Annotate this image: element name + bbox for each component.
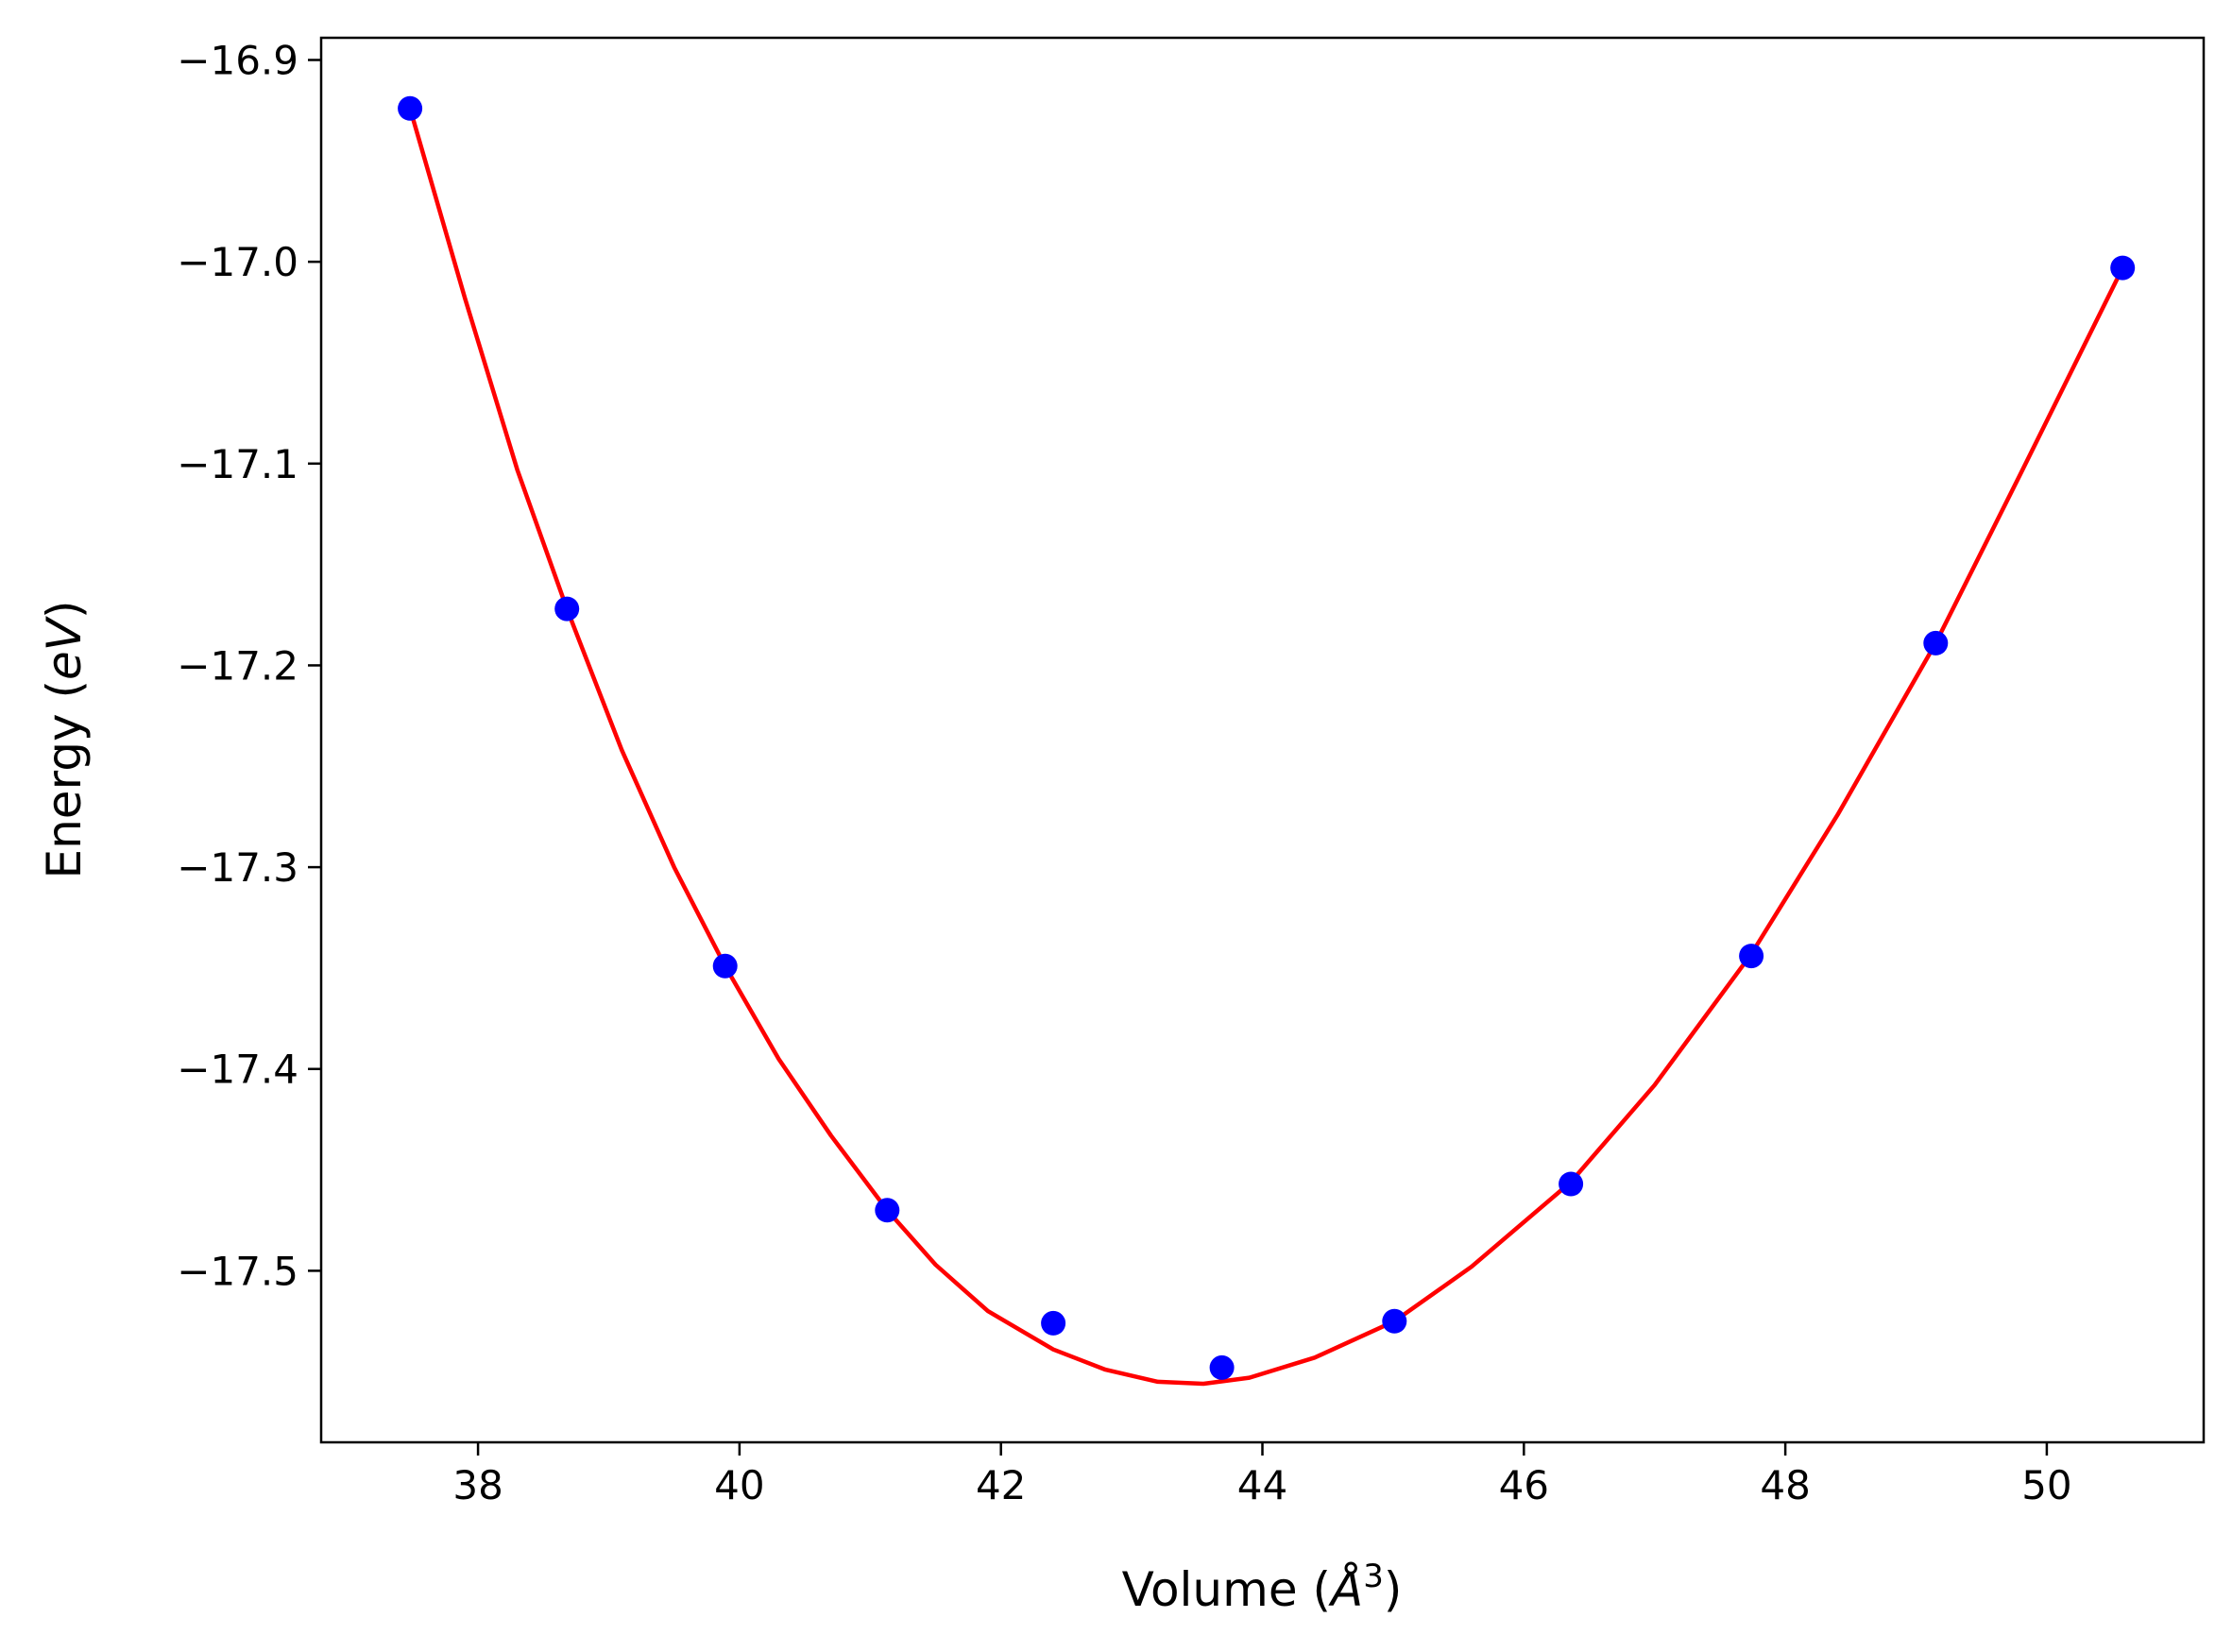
data-point [2110, 255, 2136, 281]
x-axis-label-exponent: 3 [1363, 1558, 1384, 1595]
x-tick-label: 38 [452, 1462, 503, 1508]
x-axis-label: Volume (Å3) [1122, 1558, 1403, 1617]
data-point [1209, 1354, 1235, 1380]
data-point [1382, 1308, 1407, 1334]
data-point [712, 953, 738, 979]
fit-curve-line [407, 108, 2125, 1387]
x-axis-label-symbol: Å [1328, 1562, 1363, 1617]
y-axis-label-prefix: Energy ( [37, 680, 92, 878]
x-axis-label-prefix: Volume ( [1122, 1562, 1331, 1617]
x-tick-label: 42 [976, 1462, 1026, 1508]
y-tick-label: −16.9 [177, 38, 298, 84]
y-axis-label-suffix: ) [37, 601, 92, 620]
data-point [1923, 630, 1949, 656]
data-point [1041, 1310, 1066, 1336]
y-tick-label: −17.1 [177, 441, 298, 487]
y-tick-label: −17.0 [177, 239, 298, 285]
y-tick-label: −17.4 [177, 1047, 298, 1093]
data-point [1559, 1171, 1584, 1197]
x-tick-label: 40 [714, 1462, 764, 1508]
data-point [1739, 944, 1764, 969]
y-axis-label-italic: eV [37, 615, 92, 680]
y-axis: −16.9 −17.0 −17.1 −17.2 −17.3 −17.4 −17.5 [177, 38, 321, 1294]
x-tick-label: 50 [2021, 1462, 2071, 1508]
x-tick-label: 44 [1237, 1462, 1287, 1508]
data-point [554, 596, 580, 622]
y-tick-label: −17.2 [177, 642, 298, 689]
x-tick-label: 48 [1760, 1462, 1810, 1508]
plot-content [398, 95, 2136, 1387]
data-point [875, 1198, 900, 1223]
x-axis: 38 40 42 44 46 48 50 [452, 1442, 2072, 1508]
x-tick-label: 46 [1499, 1462, 1549, 1508]
y-tick-label: −17.3 [177, 844, 298, 891]
y-axis-label: Energy (eV) [37, 601, 92, 879]
y-tick-label: −17.5 [177, 1248, 298, 1294]
x-axis-label-suffix: ) [1384, 1562, 1403, 1617]
data-point [398, 95, 423, 121]
